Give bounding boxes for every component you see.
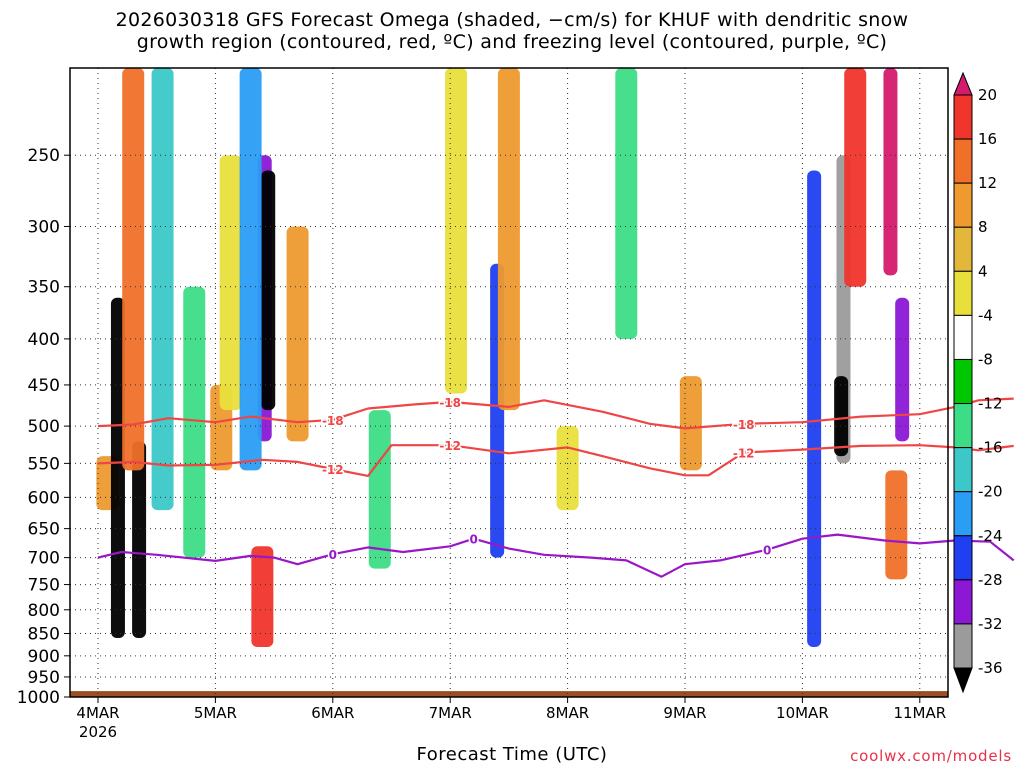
omega-cell xyxy=(844,68,867,287)
x-tick-label: 5MAR xyxy=(194,704,237,722)
chart-title-line-2: growth region (contoured, red, ºC) and f… xyxy=(136,31,888,53)
omega-cell xyxy=(151,68,174,511)
colorbar-box xyxy=(953,535,973,581)
omega-cell xyxy=(615,68,638,339)
x-axis-label: Forecast Time (UTC) xyxy=(416,744,608,765)
y-tick-label: 750 xyxy=(28,576,60,596)
y-tick-label: 450 xyxy=(28,376,60,396)
colorbar-label: 4 xyxy=(978,262,988,280)
colorbar-label: -12 xyxy=(978,395,1003,413)
y-tick-label: 400 xyxy=(28,330,60,350)
omega-cell xyxy=(807,170,822,648)
omega-cell xyxy=(497,68,520,411)
colorbar-label: -24 xyxy=(978,527,1003,545)
contour-line xyxy=(97,444,1014,477)
omega-shading xyxy=(96,68,910,648)
colorbar-bottom-arrow xyxy=(953,667,973,694)
colorbar-label: 8 xyxy=(978,218,988,236)
colorbar-box xyxy=(953,138,973,184)
chart-title-line-1: 2026030318 GFS Forecast Omega (shaded, −… xyxy=(115,9,909,31)
omega-cell xyxy=(261,170,276,411)
omega-cell xyxy=(183,286,206,558)
colorbar-box xyxy=(953,447,973,493)
y-tick-label: 950 xyxy=(28,668,60,688)
y-tick-label: 300 xyxy=(28,217,60,237)
colorbar: 20 16 12 8 4 -4 -8 -12 -16 -20 -24 -28 -32 -36 xyxy=(953,71,1003,694)
colorbar-label: -16 xyxy=(978,439,1003,457)
contour-line xyxy=(97,397,1014,430)
x-tick-label: 4MAR xyxy=(76,704,119,722)
colorbar-label: -28 xyxy=(978,571,1003,589)
contour-label: -12 xyxy=(439,439,461,453)
colorbar-label: -36 xyxy=(978,659,1003,677)
y-tick-label: 250 xyxy=(28,146,60,166)
omega-cell xyxy=(132,441,147,639)
omega-cell xyxy=(219,155,242,411)
y-tick-label: 1000 xyxy=(17,688,60,708)
omega-cell xyxy=(239,68,262,471)
y-tick-label: 900 xyxy=(28,647,60,667)
omega-cell xyxy=(834,376,849,457)
colorbar-label: 20 xyxy=(978,86,997,104)
x-tick-label: 7MAR xyxy=(429,704,472,722)
y-tick-label: 850 xyxy=(28,624,60,644)
omega-cell xyxy=(286,226,309,442)
colorbar-box xyxy=(953,94,973,140)
x-year-label: 2026 xyxy=(79,723,117,741)
omega-cell xyxy=(895,297,910,442)
y-tick-label: 600 xyxy=(28,488,60,508)
colorbar-label: -32 xyxy=(978,615,1003,633)
colorbar-box xyxy=(953,182,973,228)
omega-cell xyxy=(445,68,468,394)
y-tick-label: 550 xyxy=(28,454,60,474)
contour-label: -12 xyxy=(322,463,344,477)
contour-line xyxy=(97,533,1015,578)
omega-cell xyxy=(368,410,391,569)
colorbar-box xyxy=(953,314,973,360)
x-tick-label: 9MAR xyxy=(663,704,706,722)
colorbar-box xyxy=(953,403,973,449)
omega-cell xyxy=(251,546,274,648)
omega-cell xyxy=(679,376,702,471)
colorbar-label: -8 xyxy=(978,350,993,368)
colorbar-box xyxy=(953,226,973,272)
x-tick-label: 8MAR xyxy=(546,704,589,722)
omega-cell xyxy=(883,68,898,276)
colorbar-top-arrow xyxy=(953,71,973,96)
contour-label: 0 xyxy=(329,548,337,562)
y-tick-label: 800 xyxy=(28,601,60,621)
contour-label: -18 xyxy=(439,396,461,410)
y-tick-label: 700 xyxy=(28,549,60,569)
contour-label: -18 xyxy=(322,414,344,428)
colorbar-box xyxy=(953,491,973,537)
plot-area: 2503003504004505005506006507007508008509… xyxy=(17,67,1015,741)
omega-cell xyxy=(122,68,145,471)
contour-label: 0 xyxy=(763,544,771,558)
y-tick-label: 650 xyxy=(28,520,60,540)
colorbar-box xyxy=(953,358,973,405)
colorbar-box xyxy=(953,623,973,669)
y-tick-label: 500 xyxy=(28,417,60,437)
plot-frame xyxy=(69,67,949,698)
colorbar-label: 12 xyxy=(978,174,997,192)
x-tick-label: 11MAR xyxy=(893,704,946,722)
omega-cell xyxy=(885,470,908,580)
colorbar-label: 16 xyxy=(978,130,997,148)
x-tick-label: 6MAR xyxy=(311,704,354,722)
terrain-strip xyxy=(70,691,948,697)
contour-label: 0 xyxy=(470,533,478,547)
credit-link[interactable]: coolwx.com/models xyxy=(850,747,1012,765)
colorbar-label: -20 xyxy=(978,483,1003,501)
contour-label: -18 xyxy=(733,418,755,432)
y-tick-label: 350 xyxy=(28,278,60,298)
colorbar-label: -4 xyxy=(978,306,993,324)
colorbar-box xyxy=(953,270,973,316)
x-tick-label: 10MAR xyxy=(776,704,829,722)
colorbar-box xyxy=(953,579,973,625)
contour-label: -12 xyxy=(733,447,755,461)
